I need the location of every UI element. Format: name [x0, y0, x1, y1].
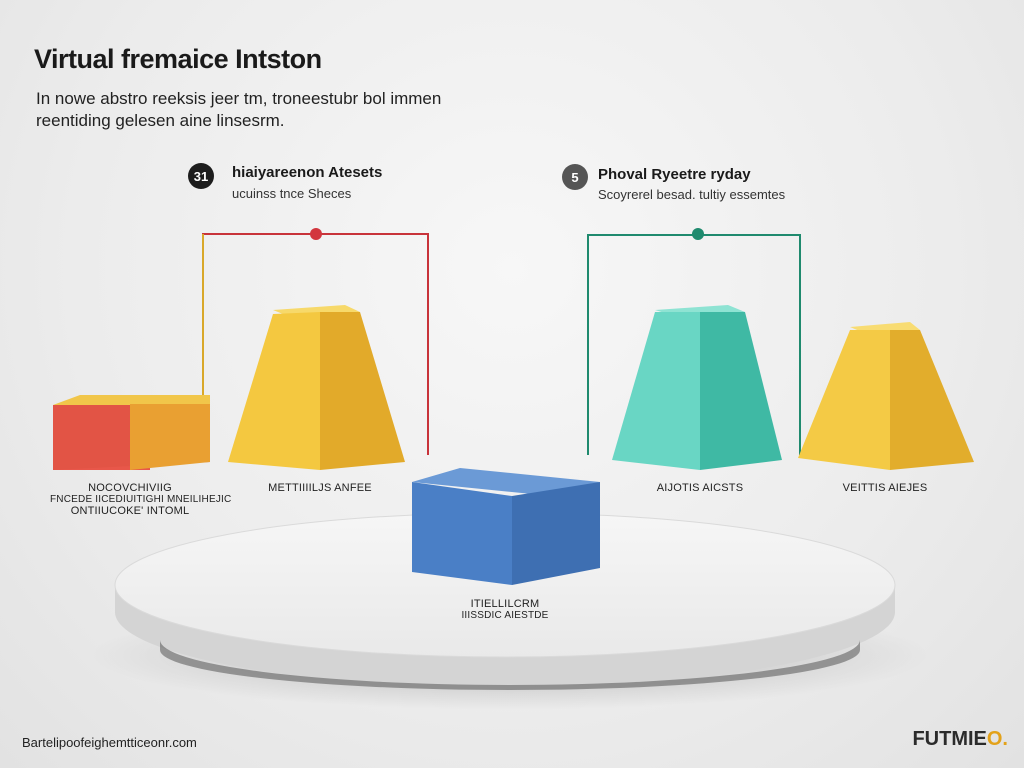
- left-section-subheading: ucuinss tnce Sheces: [232, 186, 352, 201]
- left-section-badge: 31: [188, 163, 214, 189]
- yellow-pyramid-right-label: VEITTIS AIEJES: [842, 482, 928, 494]
- red-cube-label-line-1: NOCOVCHIVIIG: [88, 482, 172, 494]
- teal-pyramid: [612, 305, 782, 470]
- brand-logo-main: FUTMIE: [912, 728, 987, 750]
- right-section-heading: Phoval Ryeetre ryday: [598, 166, 751, 183]
- yellow-pyramid-left-label: METTIIIILJS ANFEE: [268, 482, 372, 494]
- subtitle-line-1: In nowe abstro reeksis jeer tm, troneest…: [36, 89, 442, 108]
- right-section-badge: 5: [562, 164, 588, 190]
- blue-cube-label-line-2: IIISSDIC AIESTDE: [461, 610, 549, 621]
- left-section-heading: hiaiyareenon Atesets: [232, 164, 383, 181]
- red-cube-label-line-2: FNCEDE IICEDIUITIGHI MNEILIHEJIC: [50, 494, 232, 505]
- blue-cube-label: ITIELLILCRM IIISSDIC AIESTDE: [430, 598, 580, 621]
- yellow-pyramid-right: [798, 322, 974, 470]
- platform-disc: [90, 512, 930, 710]
- right-bracket: [587, 228, 801, 455]
- red-cube-label-line-3: ONTIIUCOKE' INTOML: [70, 505, 190, 517]
- right-section-subheading: Scoyrerel besad. tultiy essemtes: [598, 187, 786, 202]
- brand-logo-accent: O.: [986, 728, 1008, 750]
- red-cube-label: NOCOVCHIVIIG FNCEDE IICEDIUITIGHI MNEILI…: [50, 482, 232, 517]
- brand-logo: FUTMIEO.: [912, 728, 1008, 751]
- subtitle-line-2: reentiding gelesen aine linsesrm.: [36, 111, 285, 130]
- page-title: Virtual fremaice Intston: [34, 44, 322, 74]
- yellow-pyramid-left: [228, 305, 405, 470]
- footer-url: Bartelipoofeighemtticeonr.com: [22, 735, 197, 750]
- blue-cube-label-line-1: ITIELLILCRM: [470, 598, 540, 610]
- red-cube: [53, 395, 210, 470]
- page-subtitle: In nowe abstro reeksis jeer tm, troneest…: [36, 88, 441, 132]
- teal-pyramid-label: AIJOTIS AICSTS: [656, 482, 744, 494]
- blue-cube: [412, 468, 600, 585]
